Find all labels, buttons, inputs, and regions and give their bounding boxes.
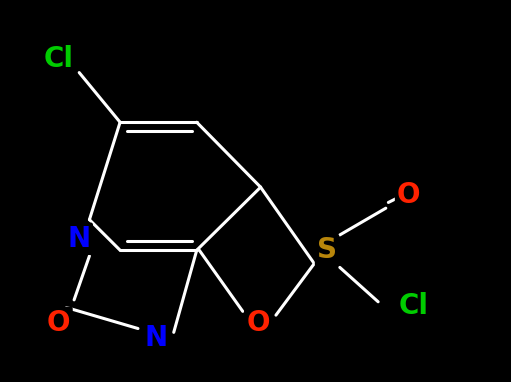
Text: S: S bbox=[317, 236, 337, 264]
Text: O: O bbox=[246, 309, 270, 337]
Text: Cl: Cl bbox=[399, 291, 429, 320]
Text: O: O bbox=[47, 309, 71, 337]
Text: Cl: Cl bbox=[44, 45, 74, 73]
Text: N: N bbox=[144, 324, 168, 352]
Text: O: O bbox=[397, 181, 421, 209]
Text: N: N bbox=[67, 225, 91, 253]
